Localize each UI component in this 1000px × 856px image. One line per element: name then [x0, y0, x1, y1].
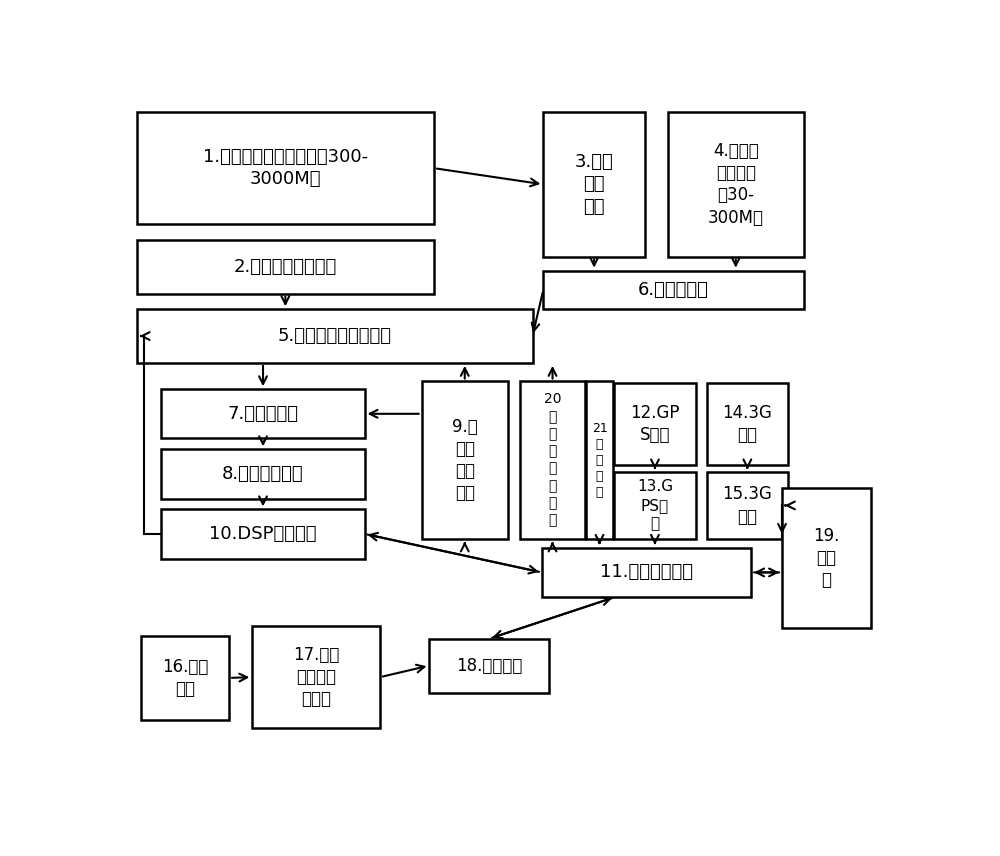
Text: 20
车
头
方
位
指
示
器: 20 车 头 方 位 指 示 器 [544, 392, 561, 527]
Bar [543, 270, 804, 309]
Bar [520, 382, 585, 538]
Bar [161, 449, 365, 498]
Bar [614, 383, 696, 465]
Bar [707, 383, 788, 465]
Bar [707, 473, 788, 538]
Bar [422, 382, 508, 538]
Bar [161, 389, 365, 438]
Text: 12.GP
S天线: 12.GP S天线 [630, 404, 680, 444]
Text: 7.放大器模块: 7.放大器模块 [228, 405, 299, 423]
Text: 3.两功
能放
大器: 3.两功 能放 大器 [575, 153, 613, 216]
Bar [161, 509, 365, 559]
Text: 16.电源
模块: 16.电源 模块 [162, 657, 208, 698]
Text: 13.G
PS模
块: 13.G PS模 块 [637, 479, 673, 532]
Text: 5.九通道信号切换模块: 5.九通道信号切换模块 [278, 327, 392, 345]
Text: 6.滤波合路器: 6.滤波合路器 [638, 281, 709, 299]
Bar [137, 240, 434, 294]
Bar [252, 627, 380, 728]
Text: 11.嵌入式工控机: 11.嵌入式工控机 [600, 563, 693, 581]
Bar [141, 635, 229, 720]
Text: 18.遥控单元: 18.遥控单元 [456, 657, 523, 675]
Bar [782, 488, 871, 627]
Text: 21
电
子
罗
盘: 21 电 子 罗 盘 [592, 421, 607, 498]
Bar [543, 112, 645, 257]
Text: 8.九通道接收机: 8.九通道接收机 [222, 465, 304, 483]
Bar [137, 309, 533, 363]
Bar [429, 639, 549, 693]
Text: 4.单极子
监测天线
（30-
300M）: 4.单极子 监测天线 （30- 300M） [708, 142, 764, 227]
Bar [542, 548, 751, 597]
Bar [614, 473, 696, 538]
Text: 10.DSP处理模块: 10.DSP处理模块 [209, 525, 317, 543]
Text: 19.
交换
机: 19. 交换 机 [813, 526, 840, 589]
Text: 17.不间
断供电电
源模块: 17.不间 断供电电 源模块 [293, 646, 339, 709]
Text: 2.九单元测向天线阵: 2.九单元测向天线阵 [234, 258, 337, 276]
Bar [586, 382, 613, 538]
Text: 14.3G
天线: 14.3G 天线 [722, 404, 772, 444]
Text: 15.3G
路由: 15.3G 路由 [722, 485, 772, 526]
Text: 9.监
测测
向控
制器: 9.监 测测 向控 制器 [452, 418, 478, 502]
Text: 1.小双锥全向监测天线（300-
3000M）: 1.小双锥全向监测天线（300- 3000M） [203, 148, 368, 188]
Bar [668, 112, 804, 257]
Bar [137, 112, 434, 224]
